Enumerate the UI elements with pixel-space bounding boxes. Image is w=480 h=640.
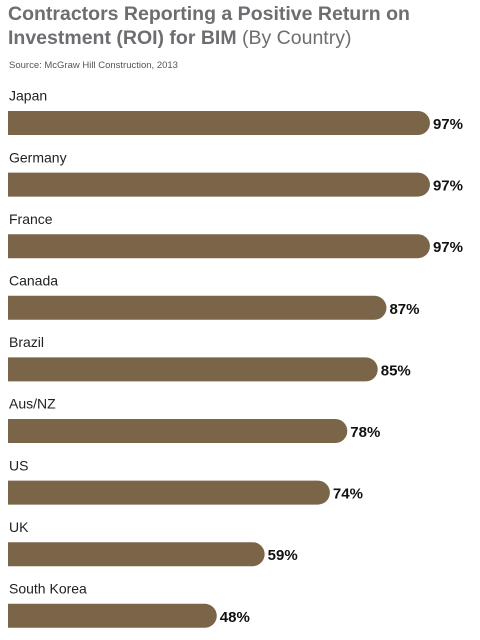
- category-label: Brazil: [9, 334, 44, 350]
- bar: [8, 419, 348, 443]
- category-label: US: [9, 457, 28, 473]
- bar: [8, 480, 330, 505]
- value-label: 48%: [220, 609, 250, 626]
- bar: [8, 357, 378, 382]
- bar: [8, 295, 387, 320]
- category-label: Canada: [9, 273, 58, 289]
- source: Source: McGraw Hill Construction, 2013: [9, 60, 178, 71]
- bar: [8, 234, 430, 259]
- chart-title: Contractors Reporting a Positive Return …: [8, 3, 410, 49]
- category-label: Japan: [9, 88, 47, 104]
- chart-subtitle: (By Country): [242, 27, 352, 49]
- value-label: 87%: [389, 301, 419, 318]
- category-label: Aus/NZ: [9, 396, 56, 412]
- bar: [8, 542, 265, 567]
- value-label: 97%: [433, 178, 463, 195]
- value-label: 74%: [333, 486, 363, 503]
- bar: [8, 172, 430, 197]
- value-label: 78%: [350, 424, 380, 441]
- bar: [8, 603, 217, 628]
- category-label: South Korea: [9, 581, 87, 597]
- value-label: 97%: [433, 116, 463, 133]
- value-label: 85%: [381, 362, 411, 379]
- bar: [8, 111, 430, 135]
- value-label: 97%: [433, 239, 463, 256]
- value-label: 59%: [268, 547, 298, 564]
- chart-header: Contractors Reporting a Positive Return …: [8, 2, 448, 50]
- category-label: France: [9, 211, 53, 227]
- category-label: UK: [9, 519, 29, 535]
- category-label: Germany: [9, 149, 67, 165]
